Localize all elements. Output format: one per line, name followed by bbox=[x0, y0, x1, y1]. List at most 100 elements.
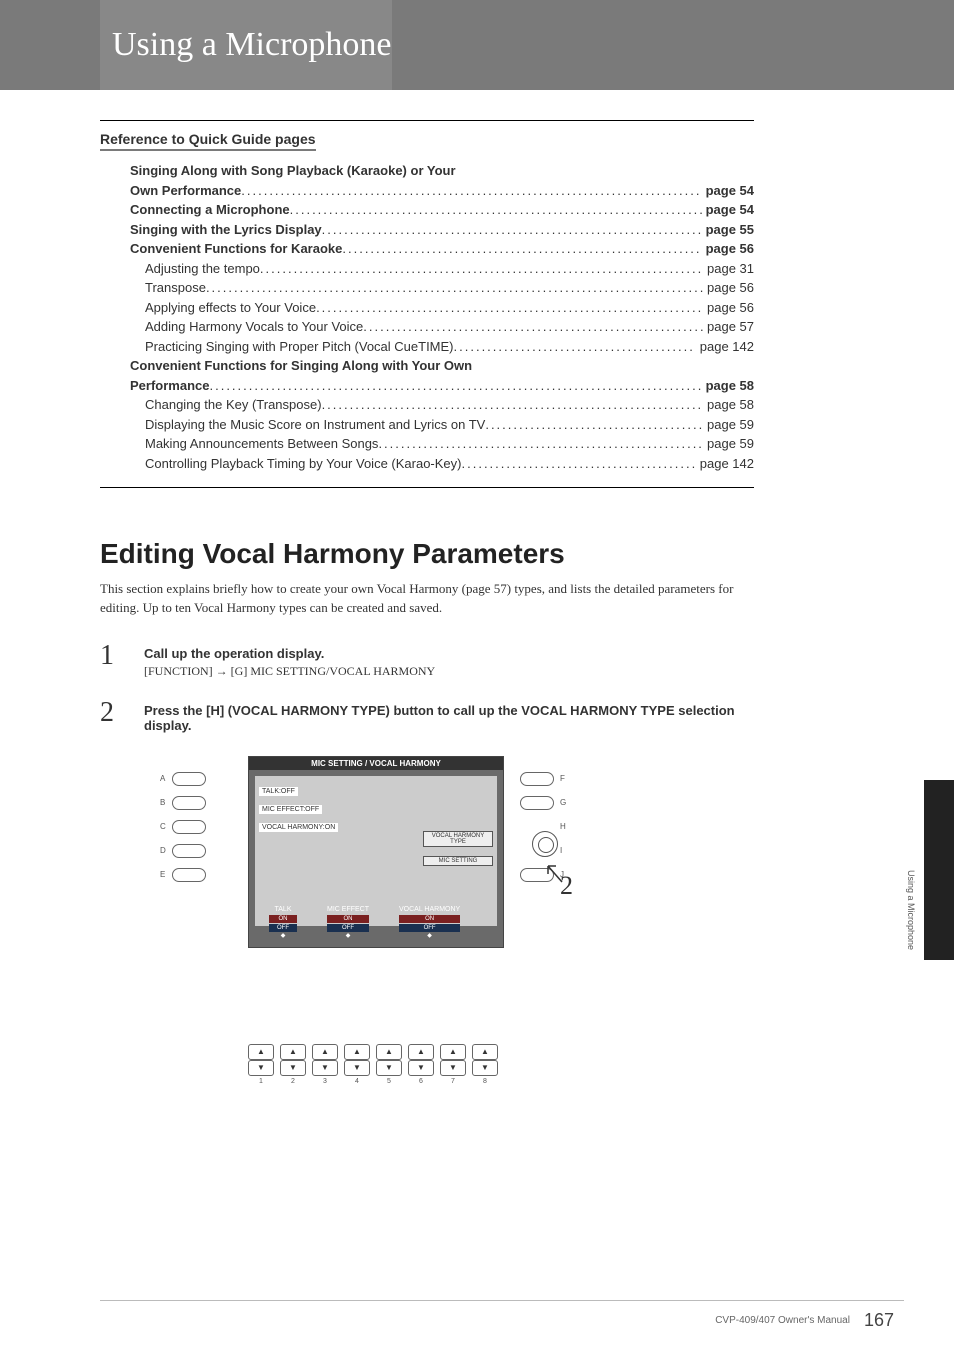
footer-rule bbox=[100, 1300, 904, 1301]
updown-button-2[interactable]: ▲▼2 bbox=[280, 1044, 306, 1085]
toc-label-line1: Convenient Functions for Singing Along w… bbox=[100, 356, 754, 376]
toc-page: page 54 bbox=[702, 181, 754, 201]
up-arrow-icon: ▲ bbox=[472, 1044, 498, 1060]
toc-label-line1: Singing Along with Song Playback (Karaok… bbox=[100, 161, 754, 181]
step-title: Call up the operation display. bbox=[144, 646, 754, 661]
toc-row: Displaying the Music Score on Instrument… bbox=[100, 415, 754, 435]
updown-button-7[interactable]: ▲▼7 bbox=[440, 1044, 466, 1085]
side-label-b: B bbox=[160, 798, 165, 807]
button-number: 2 bbox=[280, 1078, 306, 1085]
section-title: Editing Vocal Harmony Parameters bbox=[100, 538, 754, 570]
toc-dots bbox=[290, 200, 702, 220]
figure-panel: ABCDE FGHIJ MIC SETTING / VOCAL HARMONY … bbox=[160, 756, 640, 1085]
toc-row: Changing the Key (Transpose) page 58 bbox=[100, 395, 754, 415]
toggle-off: OFF bbox=[327, 924, 369, 932]
side-tab-text: Using a Microphone bbox=[906, 870, 916, 950]
section-intro: This section explains briefly how to cre… bbox=[100, 580, 754, 618]
toggle-talk[interactable]: TALKONOFF◆ bbox=[269, 906, 297, 939]
footer: CVP-409/407 Owner's Manual 167 bbox=[715, 1310, 894, 1331]
updown-button-4[interactable]: ▲▼4 bbox=[344, 1044, 370, 1085]
down-arrow-icon: ▼ bbox=[248, 1060, 274, 1076]
toc-page: page 31 bbox=[703, 259, 754, 279]
lcd-screen: MIC SETTING / VOCAL HARMONY TALK:OFF MIC… bbox=[248, 756, 504, 948]
down-arrow-icon: ▼ bbox=[376, 1060, 402, 1076]
step: 2Press the [H] (VOCAL HARMONY TYPE) butt… bbox=[100, 699, 754, 736]
updown-button-8[interactable]: ▲▼ 8 bbox=[472, 1044, 498, 1085]
up-arrow-icon: ▲ bbox=[408, 1044, 434, 1060]
footer-model: CVP-409/407 Owner's Manual bbox=[715, 1315, 850, 1326]
toc-label: Convenient Functions for Karaoke bbox=[130, 239, 342, 259]
status-mic-effect: MIC EFFECT:OFF bbox=[259, 805, 322, 814]
down-arrow-icon: ▼ bbox=[472, 1060, 498, 1076]
toc-dots bbox=[241, 181, 701, 201]
toggle-off: OFF bbox=[269, 924, 297, 932]
toc-page: page 59 bbox=[703, 434, 754, 454]
button-number: 5 bbox=[376, 1078, 402, 1085]
toc-label: Changing the Key (Transpose) bbox=[145, 395, 322, 415]
toc-dots bbox=[363, 317, 703, 337]
toc-row: Applying effects to Your Voice page 56 bbox=[100, 298, 754, 318]
screen-body: TALK:OFF MIC EFFECT:OFF VOCAL HARMONY:ON… bbox=[255, 776, 497, 926]
updown-button-6[interactable]: ▲▼6 bbox=[408, 1044, 434, 1085]
button-number: 8 bbox=[472, 1078, 498, 1085]
side-label-c: C bbox=[160, 822, 166, 831]
updown-button-3[interactable]: ▲▼3 bbox=[312, 1044, 338, 1085]
toc-label: Adding Harmony Vocals to Your Voice bbox=[145, 317, 363, 337]
toc-page: page 59 bbox=[703, 415, 754, 435]
toc-dots bbox=[316, 298, 703, 318]
toc-label: Transpose bbox=[145, 278, 206, 298]
side-button-b[interactable] bbox=[172, 796, 206, 810]
updown-button-5[interactable]: ▲▼5 bbox=[376, 1044, 402, 1085]
side-button-g[interactable] bbox=[520, 796, 554, 810]
toc-row: Own Performance page 54 bbox=[100, 181, 754, 201]
callout-number: 2 bbox=[560, 871, 573, 901]
toc-page: page 56 bbox=[703, 298, 754, 318]
side-button-a[interactable] bbox=[172, 772, 206, 786]
toggle-on: ON bbox=[327, 915, 369, 923]
steps-list: 1Call up the operation display.[FUNCTION… bbox=[100, 642, 754, 736]
toc-row: Controlling Playback Timing by Your Voic… bbox=[100, 454, 754, 474]
button-number: 1 bbox=[248, 1078, 274, 1085]
toc-dots bbox=[462, 454, 696, 474]
toggle-mic-effect[interactable]: MIC EFFECT ONOFF◆ bbox=[327, 906, 369, 939]
down-arrow-icon: ▼ bbox=[408, 1060, 434, 1076]
button-number: 3 bbox=[312, 1078, 338, 1085]
side-button-e[interactable] bbox=[172, 868, 206, 882]
toc-page: page 58 bbox=[703, 395, 754, 415]
button-number: 4 bbox=[344, 1078, 370, 1085]
status-vocal-harmony: VOCAL HARMONY:ON bbox=[259, 823, 338, 832]
up-arrow-icon: ▲ bbox=[248, 1044, 274, 1060]
down-arrow-icon: ▼ bbox=[344, 1060, 370, 1076]
side-button-f[interactable] bbox=[520, 772, 554, 786]
toc-page: page 142 bbox=[696, 337, 754, 357]
toc-dots bbox=[322, 395, 703, 415]
toc-label: Connecting a Microphone bbox=[130, 200, 290, 220]
side-button-c[interactable] bbox=[172, 820, 206, 834]
status-talk: TALK:OFF bbox=[259, 787, 298, 796]
toc-label: Own Performance bbox=[130, 181, 241, 201]
side-label-e: E bbox=[160, 870, 165, 879]
toc-label: Controlling Playback Timing by Your Voic… bbox=[145, 454, 462, 474]
toc-row: Practicing Singing with Proper Pitch (Vo… bbox=[100, 337, 754, 357]
updown-button-1[interactable]: ▲▼ 1 bbox=[248, 1044, 274, 1085]
toc-row: Adding Harmony Vocals to Your Voice page… bbox=[100, 317, 754, 337]
vocal-harmony-type-button[interactable]: VOCAL HARMONY TYPE bbox=[423, 831, 493, 847]
chapter-header-bar: Using a Microphone bbox=[0, 0, 954, 90]
toggle-label: VOCAL HARMONY bbox=[399, 906, 460, 913]
reference-heading: Reference to Quick Guide pages bbox=[100, 131, 316, 151]
step-number: 1 bbox=[100, 642, 144, 679]
toc-row: Performance page 58 bbox=[100, 376, 754, 396]
toggle-label: MIC EFFECT bbox=[327, 906, 369, 913]
toc-label: Adjusting the tempo bbox=[145, 259, 260, 279]
toc-dots bbox=[260, 259, 703, 279]
toc-dots bbox=[206, 278, 703, 298]
toggle-off: OFF bbox=[399, 924, 460, 932]
toggle-arrow-icon: ◆ bbox=[399, 932, 460, 939]
footer-page: 167 bbox=[864, 1310, 894, 1331]
toc-page: page 142 bbox=[696, 454, 754, 474]
toggle-vocal-harmony[interactable]: VOCAL HARMONYONOFF◆ bbox=[399, 906, 460, 939]
mic-setting-button[interactable]: MIC SETTING bbox=[423, 856, 493, 866]
side-button-d[interactable] bbox=[172, 844, 206, 858]
screen-title: MIC SETTING / VOCAL HARMONY bbox=[249, 757, 503, 770]
toggle-arrow-icon: ◆ bbox=[327, 932, 369, 939]
